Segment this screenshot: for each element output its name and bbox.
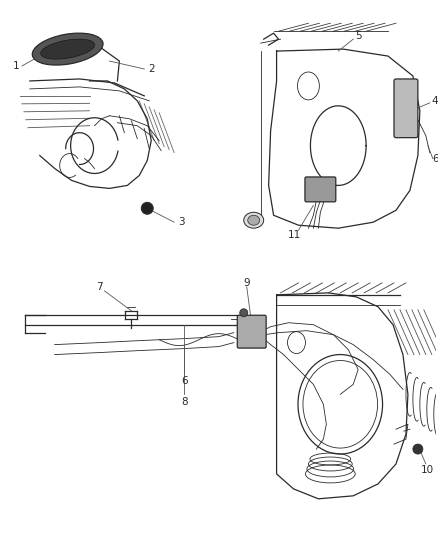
FancyBboxPatch shape (237, 315, 266, 348)
Text: 2: 2 (148, 64, 155, 74)
Text: 11: 11 (288, 230, 301, 240)
Text: 5: 5 (355, 31, 361, 41)
Circle shape (141, 203, 153, 214)
Text: 9: 9 (244, 278, 250, 288)
Text: 7: 7 (96, 282, 103, 292)
Text: 10: 10 (421, 465, 434, 475)
Text: 3: 3 (178, 217, 184, 227)
FancyBboxPatch shape (305, 177, 336, 202)
Text: 1: 1 (13, 61, 19, 71)
Ellipse shape (248, 215, 260, 225)
Ellipse shape (244, 212, 264, 228)
Text: 8: 8 (181, 397, 187, 407)
Circle shape (240, 309, 248, 317)
Text: 6: 6 (181, 376, 187, 386)
Text: 4: 4 (431, 96, 438, 106)
Ellipse shape (41, 39, 95, 59)
Text: 6: 6 (432, 154, 438, 164)
Circle shape (413, 444, 423, 454)
Ellipse shape (32, 33, 103, 65)
FancyBboxPatch shape (394, 79, 418, 138)
